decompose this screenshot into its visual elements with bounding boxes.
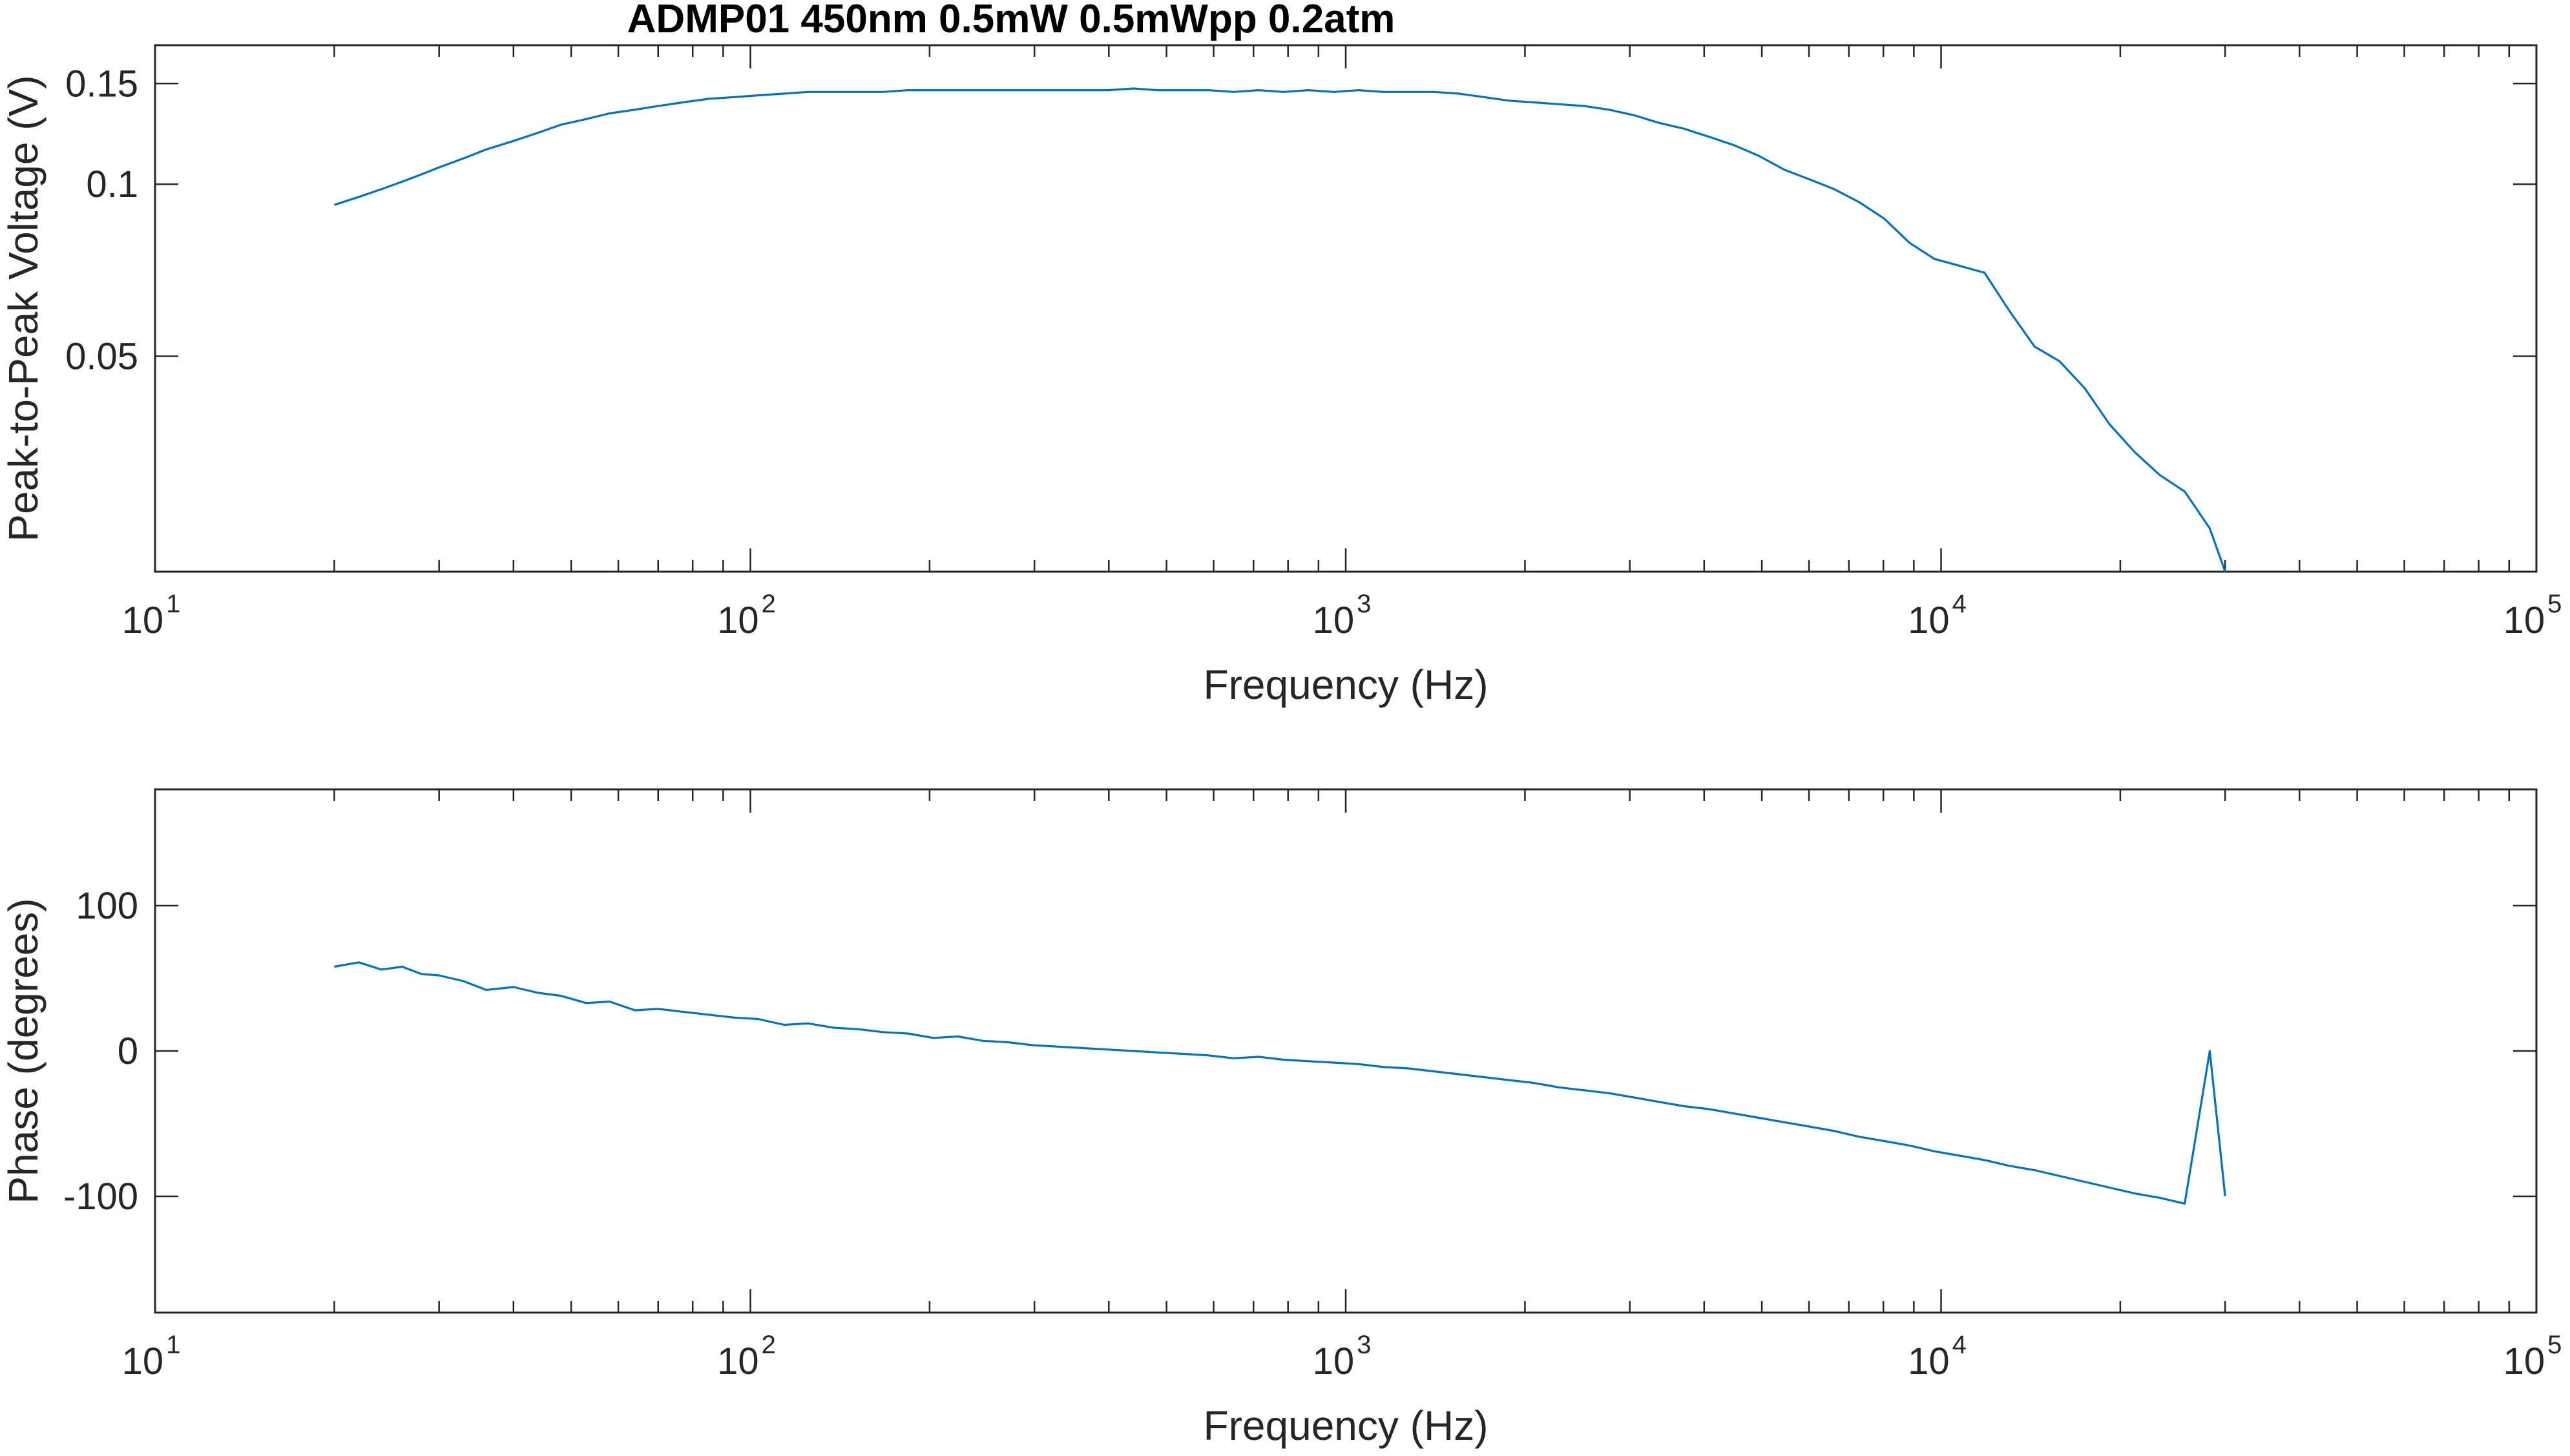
phase-x-tick-exponent: 5: [2547, 1331, 2562, 1359]
magnitude-x-tick-exponent: 2: [762, 590, 776, 618]
magnitude-x-tick-exponent: 5: [2547, 590, 2562, 618]
phase-y-tick-label: 0: [118, 1030, 138, 1072]
phase-x-tick-exponent: 1: [166, 1331, 180, 1359]
magnitude-y-tick-label: 0.15: [65, 63, 138, 105]
magnitude-x-tick-exponent: 3: [1357, 590, 1371, 618]
magnitude-x-axis-label: Frequency (Hz): [1204, 661, 1489, 708]
phase-y-tick-label: 100: [76, 885, 138, 927]
phase-x-tick-exponent: 3: [1357, 1331, 1371, 1359]
phase-y-axis-label: Phase (degrees): [0, 898, 47, 1203]
magnitude-y-tick-label: 0.1: [86, 163, 138, 205]
phase-x-tick-exponent: 2: [762, 1331, 776, 1359]
phase-series-line: [334, 961, 2226, 1205]
magnitude-x-tick-exponent: 1: [166, 590, 180, 618]
figure-title: ADMP01 450nm 0.5mW 0.5mWpp 0.2atm: [627, 0, 1395, 41]
magnitude-series-line: [333, 87, 2226, 572]
phase-x-tick-exponent: 4: [1952, 1331, 1967, 1359]
phase-x-minor-ticks: [333, 789, 2511, 1313]
magnitude-x-tick-exponent: 4: [1952, 590, 1967, 618]
magnitude-y-tick-label: 0.05: [65, 336, 138, 378]
magnitude-x-minor-ticks: [333, 45, 2511, 572]
phase-y-tick-label: -100: [63, 1176, 138, 1218]
magnitude-y-axis-label: Peak-to-Peak Voltage (V): [0, 75, 47, 541]
phase-x-axis-label: Frequency (Hz): [1204, 1402, 1489, 1449]
